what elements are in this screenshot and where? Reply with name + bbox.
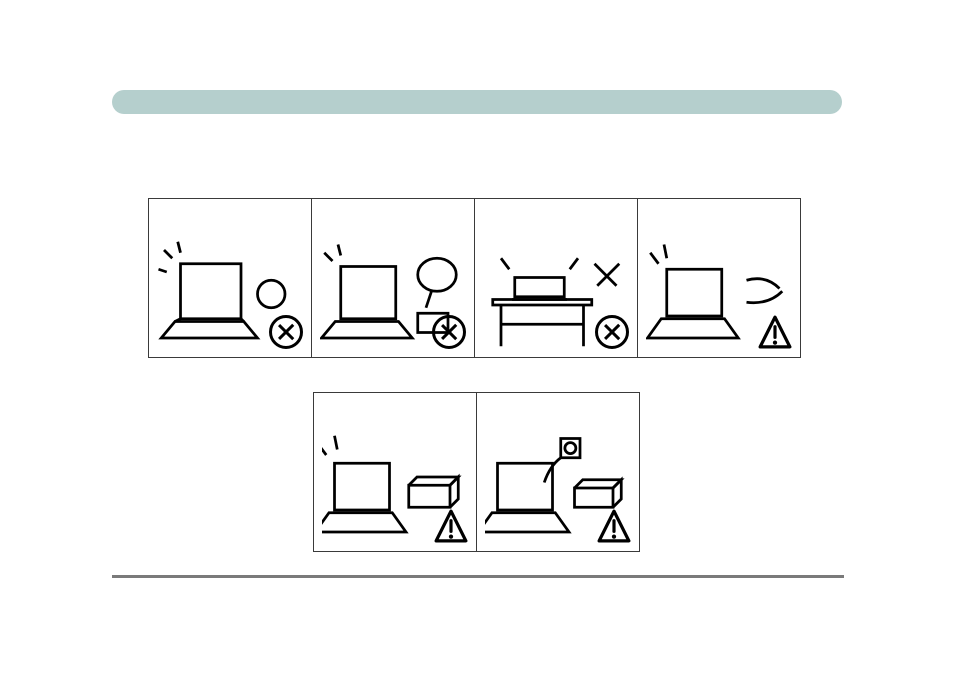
prohibit-icon	[595, 315, 629, 349]
safety-cell	[476, 392, 640, 552]
safety-cell	[311, 198, 475, 358]
warning-icon	[434, 509, 468, 543]
prohibit-icon	[269, 315, 303, 349]
footer-rule	[112, 575, 844, 578]
header-bar	[112, 90, 842, 114]
safety-grid-row-2	[313, 392, 639, 552]
warning-icon	[758, 315, 792, 349]
prohibit-icon	[432, 315, 466, 349]
safety-cell	[148, 198, 312, 358]
warning-icon	[597, 509, 631, 543]
safety-grid-row-1	[148, 198, 800, 358]
safety-cell	[313, 392, 477, 552]
safety-cell	[637, 198, 801, 358]
safety-cell	[474, 198, 638, 358]
page	[0, 0, 954, 673]
